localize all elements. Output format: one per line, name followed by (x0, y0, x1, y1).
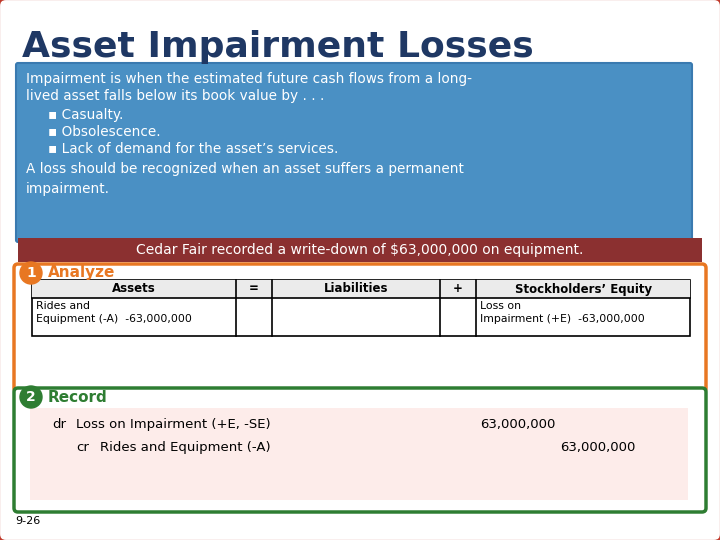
Text: Loss on
Impairment (+E)  -63,000,000: Loss on Impairment (+E) -63,000,000 (480, 301, 645, 324)
Text: 9-26: 9-26 (15, 516, 40, 526)
FancyBboxPatch shape (14, 264, 706, 392)
Text: Loss on Impairment (+E, -SE): Loss on Impairment (+E, -SE) (76, 418, 271, 431)
Text: Rides and Equipment (-A): Rides and Equipment (-A) (100, 441, 271, 454)
Text: cr: cr (76, 441, 89, 454)
Text: lived asset falls below its book value by . . .: lived asset falls below its book value b… (26, 89, 325, 103)
Circle shape (20, 262, 42, 284)
FancyBboxPatch shape (16, 63, 692, 242)
Text: ▪ Lack of demand for the asset’s services.: ▪ Lack of demand for the asset’s service… (48, 142, 338, 156)
Text: Assets: Assets (112, 282, 156, 295)
Text: +: + (453, 282, 463, 295)
Text: Cedar Fair recorded a write-down of $63,000,000 on equipment.: Cedar Fair recorded a write-down of $63,… (136, 243, 584, 257)
Circle shape (20, 386, 42, 408)
Bar (30, 408, 688, 500)
Text: 63,000,000: 63,000,000 (560, 441, 635, 454)
Text: ▪ Casualty.: ▪ Casualty. (48, 108, 123, 122)
Text: A loss should be recognized when an asset suffers a permanent
impairment.: A loss should be recognized when an asse… (26, 162, 464, 195)
Bar (32, 280, 690, 298)
Text: =: = (249, 282, 259, 295)
Text: Stockholders’ Equity: Stockholders’ Equity (515, 282, 652, 295)
FancyBboxPatch shape (14, 388, 706, 512)
Text: 1: 1 (26, 266, 36, 280)
Text: Record: Record (48, 389, 108, 404)
Text: Liabilities: Liabilities (324, 282, 388, 295)
Text: Impairment is when the estimated future cash flows from a long-: Impairment is when the estimated future … (26, 72, 472, 86)
Text: Asset Impairment Losses: Asset Impairment Losses (22, 30, 534, 64)
Text: ▪ Obsolescence.: ▪ Obsolescence. (48, 125, 161, 139)
Text: 2: 2 (26, 390, 36, 404)
Text: dr: dr (52, 418, 66, 431)
Bar (32, 280, 690, 336)
Text: Analyze: Analyze (48, 266, 115, 280)
Text: Rides and
Equipment (-A)  -63,000,000: Rides and Equipment (-A) -63,000,000 (36, 301, 192, 324)
Bar (18, 238, 702, 262)
Text: 63,000,000: 63,000,000 (480, 418, 555, 431)
